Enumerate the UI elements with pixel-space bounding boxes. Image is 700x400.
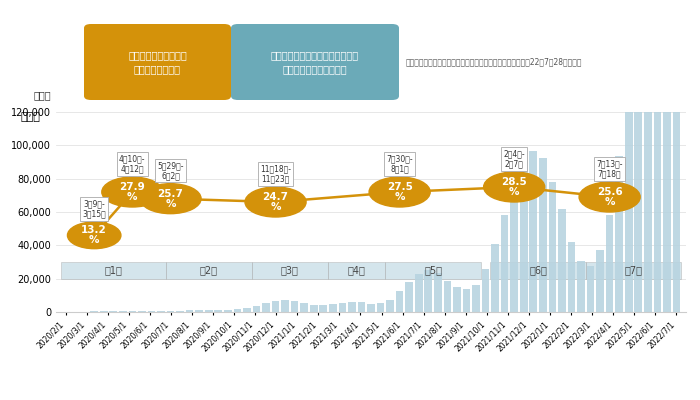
Text: 3月9日-
3月15日: 3月9日- 3月15日 bbox=[83, 199, 106, 219]
Bar bbox=[109, 311, 117, 312]
FancyBboxPatch shape bbox=[166, 262, 252, 279]
FancyBboxPatch shape bbox=[586, 262, 681, 279]
Text: 28.5
%: 28.5 % bbox=[501, 177, 527, 197]
Bar bbox=[587, 266, 594, 312]
Bar bbox=[214, 310, 222, 312]
Bar bbox=[368, 304, 374, 312]
Bar bbox=[473, 285, 480, 312]
Bar bbox=[491, 244, 499, 312]
Ellipse shape bbox=[67, 222, 121, 249]
Text: 25.6
%: 25.6 % bbox=[597, 187, 622, 207]
Bar bbox=[272, 301, 279, 312]
Ellipse shape bbox=[102, 177, 163, 207]
Text: 丸：テレワーク実施率
（正社員ベース）: 丸：テレワーク実施率 （正社員ベース） bbox=[128, 50, 187, 74]
Text: 第7波: 第7波 bbox=[624, 265, 643, 275]
Text: 第6波: 第6波 bbox=[529, 265, 547, 275]
Ellipse shape bbox=[140, 184, 201, 214]
Bar bbox=[596, 250, 604, 312]
Bar bbox=[520, 160, 528, 312]
Bar bbox=[319, 305, 327, 312]
Bar bbox=[415, 274, 423, 312]
Text: 11月18日-
11月23日: 11月18日- 11月23日 bbox=[260, 164, 291, 184]
Bar bbox=[644, 0, 652, 312]
Text: 5月29日-
6月2日: 5月29日- 6月2日 bbox=[158, 161, 184, 180]
Bar bbox=[348, 302, 356, 312]
Ellipse shape bbox=[579, 182, 640, 212]
Bar bbox=[673, 16, 680, 312]
Bar bbox=[281, 300, 289, 312]
FancyBboxPatch shape bbox=[328, 262, 385, 279]
Text: 25.7
%: 25.7 % bbox=[158, 189, 183, 209]
Bar bbox=[358, 302, 365, 312]
Bar bbox=[253, 306, 260, 312]
Bar bbox=[539, 158, 547, 312]
Text: 4月10日-
4月12日: 4月10日- 4月12日 bbox=[119, 154, 146, 174]
Text: 新型コロナウイルス感染者数は厚労省発表データに基づく（22年7月28日現在）: 新型コロナウイルス感染者数は厚労省発表データに基づく（22年7月28日現在） bbox=[406, 58, 582, 66]
Bar bbox=[405, 282, 413, 312]
Bar bbox=[510, 184, 518, 312]
Bar bbox=[424, 270, 432, 312]
Text: 27.5
%: 27.5 % bbox=[386, 182, 412, 202]
Bar bbox=[195, 310, 203, 312]
Bar bbox=[205, 310, 213, 312]
Bar bbox=[625, 86, 633, 312]
Bar bbox=[482, 269, 489, 312]
Bar bbox=[395, 291, 403, 312]
Bar bbox=[119, 311, 127, 312]
Text: 第3波: 第3波 bbox=[281, 265, 299, 275]
Bar bbox=[329, 304, 337, 312]
Bar bbox=[339, 303, 346, 312]
Bar bbox=[558, 210, 566, 312]
Bar bbox=[444, 280, 452, 312]
Bar bbox=[129, 311, 137, 312]
Bar bbox=[434, 273, 442, 312]
Text: 7月30日-
8月1日: 7月30日- 8月1日 bbox=[386, 154, 413, 174]
Bar bbox=[176, 311, 184, 312]
Text: （人）: （人） bbox=[33, 90, 51, 100]
Text: 2月4日-
2月7日: 2月4日- 2月7日 bbox=[503, 149, 525, 169]
Ellipse shape bbox=[369, 177, 430, 207]
Bar bbox=[234, 309, 241, 312]
Bar bbox=[300, 303, 308, 312]
Bar bbox=[138, 311, 146, 312]
Bar bbox=[463, 290, 470, 312]
Bar bbox=[186, 310, 193, 312]
Bar bbox=[290, 301, 298, 312]
Text: 第1波: 第1波 bbox=[104, 265, 122, 275]
Text: 第4波: 第4波 bbox=[348, 265, 365, 275]
Bar bbox=[310, 305, 318, 312]
Ellipse shape bbox=[484, 172, 545, 202]
Bar bbox=[578, 262, 584, 312]
Text: 第2波: 第2波 bbox=[199, 265, 218, 275]
Bar bbox=[224, 310, 232, 312]
Bar bbox=[654, 0, 662, 312]
Bar bbox=[386, 300, 394, 312]
Bar bbox=[568, 242, 575, 312]
Bar bbox=[377, 303, 384, 312]
Text: 27.9
%: 27.9 % bbox=[120, 182, 145, 202]
Text: 棒：新型コロナウイルス感染者数
（新規感染者数・全国）: 棒：新型コロナウイルス感染者数 （新規感染者数・全国） bbox=[271, 50, 359, 74]
Bar bbox=[500, 215, 508, 312]
Bar bbox=[529, 151, 537, 312]
Bar bbox=[262, 303, 270, 312]
Bar bbox=[663, 0, 671, 312]
FancyBboxPatch shape bbox=[385, 262, 481, 279]
Bar bbox=[606, 215, 613, 312]
FancyBboxPatch shape bbox=[252, 262, 328, 279]
Bar bbox=[243, 308, 251, 312]
Text: 13.2
%: 13.2 % bbox=[81, 225, 107, 245]
Text: 第5波: 第5波 bbox=[424, 265, 442, 275]
FancyBboxPatch shape bbox=[61, 262, 166, 279]
Bar bbox=[634, 16, 642, 312]
Text: 24.7
%: 24.7 % bbox=[262, 192, 288, 212]
Ellipse shape bbox=[245, 187, 306, 217]
Y-axis label: （人）: （人） bbox=[21, 112, 41, 122]
Text: 7月13日-
7月18日: 7月13日- 7月18日 bbox=[596, 159, 623, 179]
Bar bbox=[453, 287, 461, 312]
Bar bbox=[549, 182, 557, 312]
Bar bbox=[615, 156, 623, 312]
Bar bbox=[100, 311, 108, 312]
FancyBboxPatch shape bbox=[490, 262, 586, 279]
